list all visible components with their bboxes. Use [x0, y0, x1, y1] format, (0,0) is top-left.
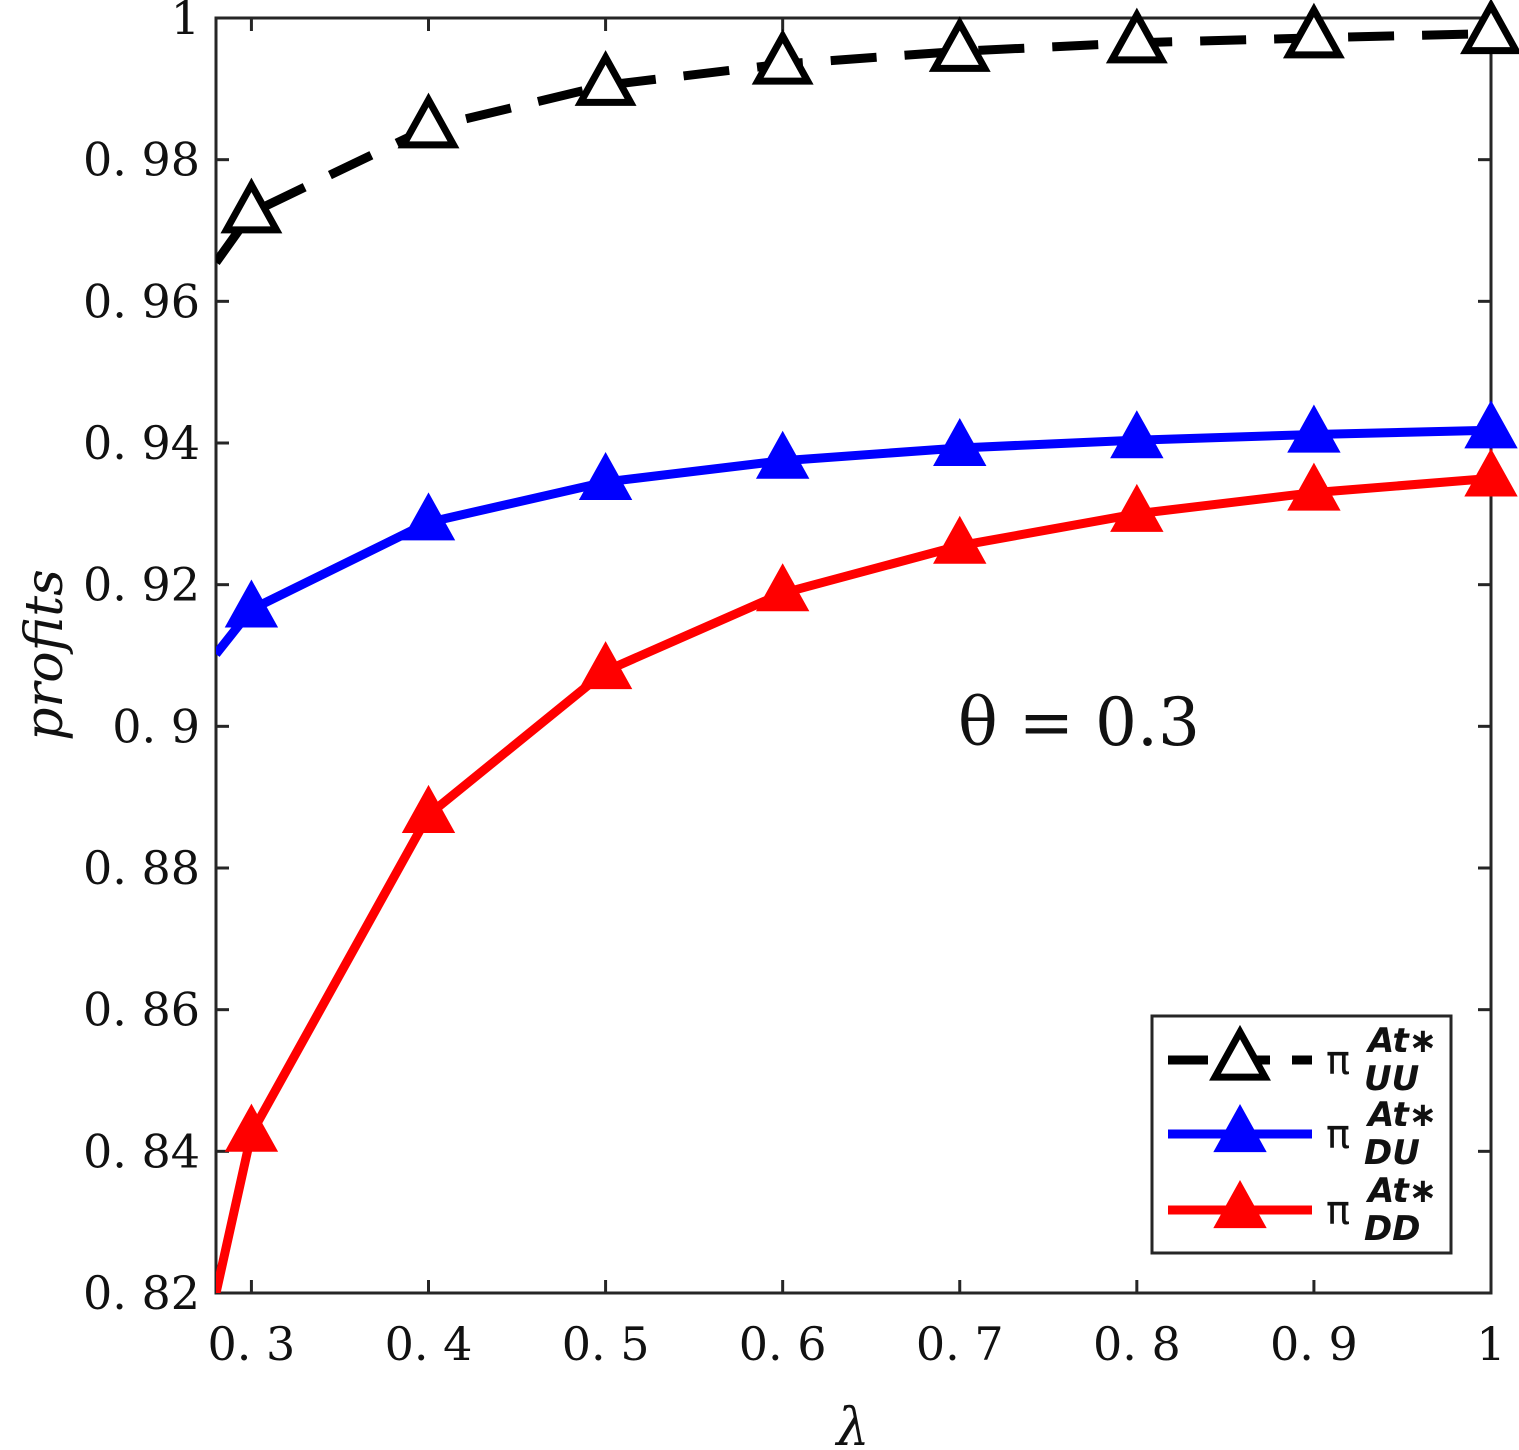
y-tick-label: 0. 84 — [83, 1124, 200, 1178]
legend-symbol: π — [1326, 1112, 1350, 1158]
y-tick-label: 0. 9 — [112, 699, 200, 753]
marker-du — [224, 579, 279, 628]
y-tick-label: 0. 86 — [83, 983, 200, 1037]
legend: π At∗UUπ At∗DUπ At∗DD — [1150, 1014, 1453, 1255]
x-tick-label: 0. 3 — [208, 1317, 296, 1371]
legend-marker-dd — [1213, 1180, 1267, 1229]
marker-dd — [578, 641, 633, 690]
marker-du — [933, 417, 987, 467]
legend-subscript: DU — [1364, 1133, 1420, 1173]
legend-marker-uu — [1209, 1024, 1271, 1081]
y-tick-label: 0. 82 — [83, 1266, 200, 1320]
marker-dd — [1110, 483, 1164, 532]
marker-dd — [1464, 448, 1518, 497]
marker-uu — [1282, 2, 1345, 59]
legend-marker-du — [1213, 1104, 1267, 1153]
marker-du — [755, 430, 810, 479]
x-tick-label: 0. 5 — [562, 1317, 650, 1371]
y-tick-label: 0. 92 — [83, 558, 200, 612]
legend-symbol: π — [1326, 1038, 1350, 1084]
y-tick-label: 0. 94 — [83, 416, 200, 470]
x-tick-label: 0. 9 — [1270, 1317, 1358, 1371]
legend-symbol: π — [1326, 1188, 1350, 1234]
legend-superscript: At∗ — [1365, 1095, 1437, 1135]
x-tick-label: 0. 7 — [916, 1317, 1004, 1371]
x-tick-label: 0. 8 — [1093, 1317, 1181, 1371]
legend-subscript: DD — [1364, 1209, 1420, 1249]
marker-layer — [220, 0, 1519, 1152]
marker-du — [1287, 404, 1341, 453]
x-axis-ticks: 0. 3 0. 4 0. 5 0. 6 0. 7 0. 8 0. 9 1 — [208, 18, 1506, 1371]
marker-du — [578, 451, 633, 501]
x-tick-label: 0. 4 — [385, 1317, 473, 1371]
legend-superscript: At∗ — [1365, 1171, 1437, 1211]
legend-superscript: At∗ — [1365, 1021, 1437, 1061]
x-tick-label: 1 — [1476, 1317, 1505, 1371]
y-tick-label: 0. 96 — [83, 274, 200, 328]
y-tick-label: 0. 98 — [83, 133, 200, 187]
marker-uu — [751, 28, 814, 85]
marker-uu — [397, 92, 460, 149]
theta-annotation: θ = 0.3 — [958, 684, 1200, 761]
y-axis-ticks: 0. 82 0. 84 0. 86 0. 88 0. 9 0. 92 0. 94 0. 96 0… — [83, 0, 1491, 1320]
x-tick-label: 0. 6 — [739, 1317, 827, 1371]
marker-uu — [220, 177, 283, 234]
marker-uu — [574, 50, 637, 106]
marker-dd — [1287, 462, 1341, 511]
y-axis-label: profits — [15, 569, 75, 741]
marker-dd — [401, 784, 456, 833]
x-axis-label: λ — [835, 1398, 870, 1450]
marker-dd — [224, 1103, 279, 1152]
legend-subscript: UU — [1364, 1059, 1419, 1099]
marker-uu — [1105, 7, 1168, 64]
marker-dd — [755, 563, 810, 612]
y-tick-label: 0. 88 — [83, 841, 200, 895]
y-tick-label: 1 — [171, 0, 200, 45]
marker-du — [1110, 410, 1164, 459]
marker-uu — [928, 16, 991, 72]
marker-uu — [1460, 0, 1519, 55]
marker-du — [1464, 400, 1518, 449]
marker-du — [401, 492, 456, 541]
marker-dd — [933, 515, 987, 564]
